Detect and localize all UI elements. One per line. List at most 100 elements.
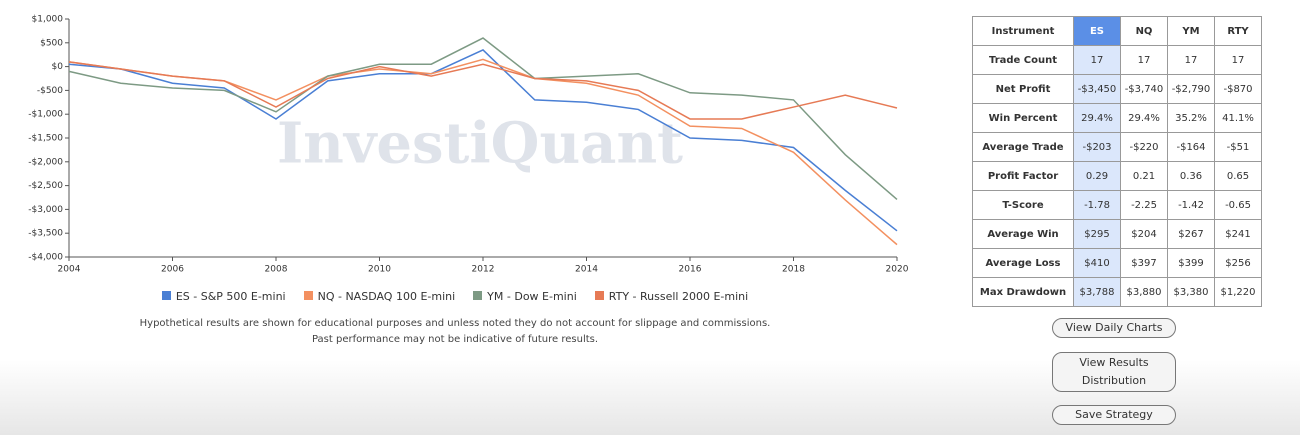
cell: 0.21	[1120, 161, 1168, 191]
cell: $3,880	[1120, 277, 1168, 307]
header-cell: Instrument	[972, 16, 1074, 46]
x-tick-label: 2016	[679, 265, 702, 275]
series-line	[68, 37, 898, 200]
button[interactable]: View Daily Charts	[1052, 318, 1176, 338]
cell: $295	[1073, 219, 1121, 249]
cell: 17	[1167, 45, 1215, 75]
cell: 35.2%	[1167, 103, 1215, 133]
row-label: Trade Count	[972, 45, 1074, 75]
cell: $1,220	[1214, 277, 1262, 307]
cell: 41.1%	[1214, 103, 1262, 133]
table-row: Average Trade -$203 -$220 -$164 -$51	[972, 132, 1262, 162]
header-cell: ES	[1073, 16, 1121, 46]
table-row: Average Loss $410 $397 $399 $256	[972, 248, 1262, 278]
table-row: Average Win $295 $204 $267 $241	[972, 219, 1262, 249]
legend-item: NQ - NASDAQ 100 E-mini	[303, 290, 456, 303]
x-tick-label: 2014	[575, 265, 598, 275]
legend-label: YM - Dow E-mini	[487, 290, 577, 303]
cell: 17	[1214, 45, 1262, 75]
header-cell: RTY	[1214, 16, 1262, 46]
table-row: Profit Factor 0.29 0.21 0.36 0.65	[972, 161, 1262, 191]
legend-item: RTY - Russell 2000 E-mini	[594, 290, 749, 303]
table-header: Instrument ES NQ YM RTY	[972, 16, 1262, 46]
disclaimer: Hypothetical results are shown for educa…	[0, 316, 910, 348]
cell: $410	[1073, 248, 1121, 278]
table-row: Win Percent 29.4% 29.4% 35.2% 41.1%	[972, 103, 1262, 133]
legend-label: ES - S&P 500 E-mini	[175, 290, 286, 303]
y-tick-label: -$2,500	[28, 181, 63, 191]
y-tick-label: -$4,000	[28, 253, 63, 263]
cell: $256	[1214, 248, 1262, 278]
row-label: T-Score	[972, 190, 1074, 220]
table-row: T-Score -1.78 -2.25 -1.42 -0.65	[972, 190, 1262, 220]
cell: -$2,790	[1167, 74, 1215, 104]
cell: -$51	[1214, 132, 1262, 162]
cell: $397	[1120, 248, 1168, 278]
cell: -$870	[1214, 74, 1262, 104]
x-tick-label: 2004	[58, 265, 81, 275]
button[interactable]: Save Strategy	[1052, 405, 1176, 425]
header-cell: YM	[1167, 16, 1215, 46]
legend-swatch	[303, 291, 313, 300]
disclaimer-line: Past performance may not be indicative o…	[311, 334, 599, 345]
row-label: Average Trade	[972, 132, 1074, 162]
x-tick-label: 2010	[368, 265, 391, 275]
legend-swatch	[473, 291, 483, 300]
row-label: Average Win	[972, 219, 1074, 249]
disclaimer-line: Hypothetical results are shown for educa…	[139, 318, 771, 329]
button[interactable]: View Results Distribution	[1052, 352, 1176, 392]
cell: -0.65	[1214, 190, 1262, 220]
series-line	[68, 61, 898, 120]
legend-label: NQ - NASDAQ 100 E-mini	[317, 290, 456, 303]
chart: InvestiQuant $1,000 $500 $0 -$500 -$1,000 -$1…	[28, 15, 909, 275]
x-tick-label: 2012	[472, 265, 495, 275]
x-tick-label: 2018	[782, 265, 805, 275]
y-tick-label: -$2,000	[28, 157, 63, 167]
cell: -1.78	[1073, 190, 1121, 220]
x-tick-label: 2006	[161, 265, 184, 275]
cell: $204	[1120, 219, 1168, 249]
cell: -2.25	[1120, 190, 1168, 220]
cell: 29.4%	[1120, 103, 1168, 133]
y-tick-label: $1,000	[32, 15, 64, 25]
x-tick-label: 2008	[265, 265, 288, 275]
legend: ES - S&P 500 E-mini NQ - NASDAQ 100 E-min…	[0, 290, 910, 303]
results-table: Instrument ES NQ YM RTY Trade Count 17 17 17 17 Ne…	[972, 16, 1262, 307]
y-tick-label: -$3,500	[28, 229, 63, 239]
cell: 17	[1073, 45, 1121, 75]
y-tick-label: -$3,000	[28, 205, 63, 215]
legend-item: YM - Dow E-mini	[473, 290, 577, 303]
legend-item: ES - S&P 500 E-mini	[161, 290, 286, 303]
cell: -$3,450	[1073, 74, 1121, 104]
cell: 0.65	[1214, 161, 1262, 191]
x-tick-label: 2020	[886, 265, 909, 275]
cell: 29.4%	[1073, 103, 1121, 133]
cell: -$203	[1073, 132, 1121, 162]
cell: $267	[1167, 219, 1215, 249]
cell: $241	[1214, 219, 1262, 249]
cell: $3,788	[1073, 277, 1121, 307]
legend-label: RTY - Russell 2000 E-mini	[608, 290, 749, 303]
cell: -$220	[1120, 132, 1168, 162]
y-tick-label: $0	[52, 62, 64, 72]
series-line	[68, 49, 898, 232]
header-cell: NQ	[1120, 16, 1168, 46]
cell: 0.29	[1073, 161, 1121, 191]
legend-swatch	[161, 291, 171, 300]
cell: $3,380	[1167, 277, 1215, 307]
y-tick-label: -$1,500	[28, 134, 63, 144]
cell: -$164	[1167, 132, 1215, 162]
y-tick-label: -$1,000	[28, 110, 63, 120]
row-label: Win Percent	[972, 103, 1074, 133]
table-row: Trade Count 17 17 17 17	[972, 45, 1262, 75]
y-tick-label: -$500	[37, 86, 63, 96]
table-row: Max Drawdown $3,788 $3,880 $3,380 $1,220	[972, 277, 1262, 307]
legend-swatch	[594, 291, 604, 300]
cell: 0.36	[1167, 161, 1215, 191]
y-tick-label: $500	[40, 38, 63, 48]
cell: 17	[1120, 45, 1168, 75]
row-label: Average Loss	[972, 248, 1074, 278]
row-label: Max Drawdown	[972, 277, 1074, 307]
table-row: Net Profit -$3,450 -$3,740 -$2,790 -$870	[972, 74, 1262, 104]
